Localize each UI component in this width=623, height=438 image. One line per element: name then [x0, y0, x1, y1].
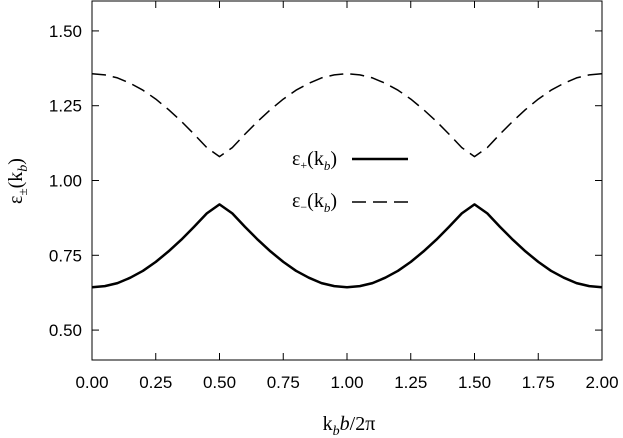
axis-tick-labels: 0.00 0.25 0.50 0.75 1.00 1.25 1.50 1.75 2.00 0.50…: [49, 22, 619, 392]
legend: ε+(kb) ε−(kb): [292, 148, 408, 215]
x-axis-title: kbb/2π: [323, 413, 376, 438]
y-axis-title: ε±(kb): [5, 158, 31, 204]
plot-frame: [91, 0, 603, 361]
y-tick-label: 0.50: [49, 321, 82, 340]
x-tick-label: 1.25: [394, 373, 427, 392]
x-tick-label: 0.50: [203, 373, 236, 392]
y-tick-label: 0.75: [49, 246, 82, 265]
axis-ticks: [91, 1, 603, 360]
series-lines: [91, 72, 603, 289]
x-tick-label: 0.00: [75, 373, 108, 392]
x-tick-label: 0.75: [267, 373, 300, 392]
y-tick-label: 1.25: [49, 97, 82, 116]
x-tick-label: 1.75: [522, 373, 555, 392]
x-tick-label: 1.50: [458, 373, 491, 392]
series-line-eps-minus: [91, 72, 603, 158]
y-tick-label: 1.00: [49, 172, 82, 191]
x-tick-label: 1.00: [330, 373, 363, 392]
legend-label-eps-minus: ε−(kb): [292, 190, 337, 215]
legend-label-eps-plus: ε+(kb): [292, 148, 337, 173]
x-tick-label: 0.25: [139, 373, 172, 392]
x-tick-label: 2.00: [585, 373, 618, 392]
y-tick-label: 1.50: [49, 22, 82, 41]
series-line-eps-plus: [91, 203, 603, 289]
